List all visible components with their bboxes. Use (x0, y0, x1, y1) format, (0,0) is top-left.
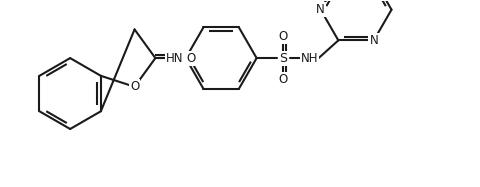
Text: O: O (278, 73, 288, 86)
Text: N: N (316, 3, 325, 16)
Text: O: O (130, 80, 139, 93)
Text: S: S (279, 52, 287, 65)
Text: HN: HN (166, 52, 184, 65)
Text: O: O (186, 52, 195, 65)
Text: O: O (278, 30, 288, 43)
Text: NH: NH (301, 52, 319, 65)
Text: N: N (370, 34, 378, 47)
